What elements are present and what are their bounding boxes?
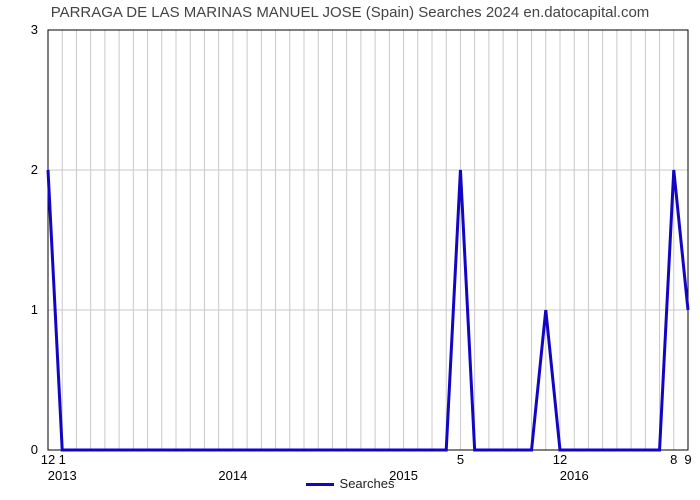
chart-plot: 0123121512892013201420152016 — [0, 0, 700, 500]
svg-text:8: 8 — [670, 452, 677, 467]
svg-text:12: 12 — [553, 452, 567, 467]
chart-legend: Searches — [0, 476, 700, 491]
legend-swatch — [306, 483, 334, 486]
svg-text:12: 12 — [41, 452, 55, 467]
svg-text:2: 2 — [31, 162, 38, 177]
svg-text:1: 1 — [59, 452, 66, 467]
legend-label: Searches — [340, 476, 395, 491]
svg-text:3: 3 — [31, 22, 38, 37]
svg-text:0: 0 — [31, 442, 38, 457]
chart-container: PARRAGA DE LAS MARINAS MANUEL JOSE (Spai… — [0, 0, 700, 500]
svg-text:1: 1 — [31, 302, 38, 317]
svg-text:5: 5 — [457, 452, 464, 467]
svg-text:9: 9 — [684, 452, 691, 467]
